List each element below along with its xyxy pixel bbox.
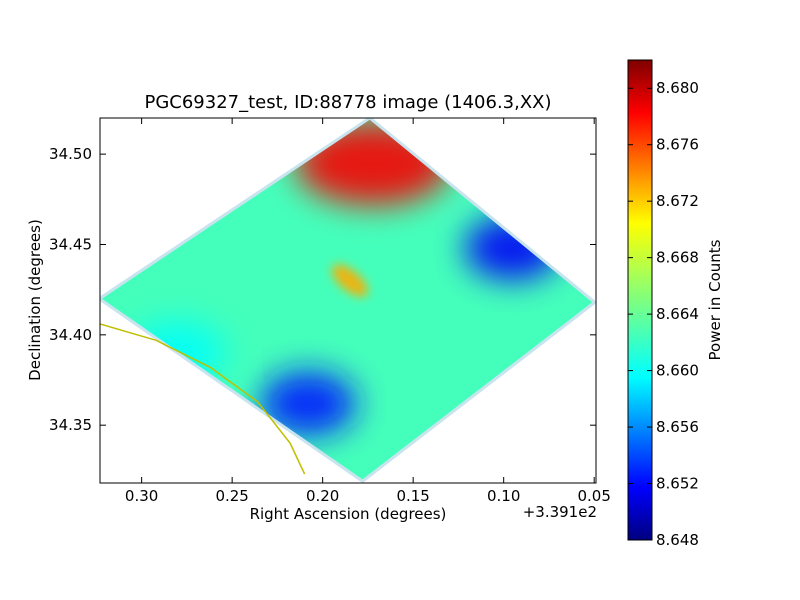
colorbar-label: Power in Counts [706, 239, 724, 360]
heatmap-feature-ridge [331, 264, 368, 297]
colorbar-tick-label: 8.648 [656, 531, 699, 549]
x-axis-label: Right Ascension (degrees) [250, 505, 447, 523]
y-tick-label: 34.35 [49, 416, 92, 434]
y-axis-ticks: 34.35 34.40 34.45 34.50 [49, 145, 596, 434]
heatmap-base [101, 119, 593, 480]
colorbar-tick-label: 8.676 [656, 136, 699, 154]
colorbar-tick-label: 8.672 [656, 192, 699, 210]
colorbar-tick-label: 8.668 [656, 249, 699, 267]
x-tick-label: 0.10 [487, 487, 520, 505]
heatmap-image [100, 118, 596, 483]
colorbar [627, 59, 653, 541]
x-tick-label: 0.25 [215, 487, 248, 505]
overlay-arc [100, 323, 306, 475]
colorbar-ticks: 8.648 8.652 8.656 8.660 8.664 8.668 8.672 8.676… [628, 79, 699, 549]
x-tick-label: 0.30 [125, 487, 158, 505]
chart-title: PGC69327_test, ID:88778 image (1406.3,XX… [144, 92, 551, 113]
plot-frame [99, 117, 597, 484]
heatmap-feature-peak [295, 121, 452, 206]
x-axis-offset-label: +3.391e2 [523, 503, 597, 521]
x-tick-label: 0.20 [306, 487, 339, 505]
x-axis-ticks: 0.30 0.25 0.20 0.15 0.10 0.05 [125, 118, 611, 505]
colorbar-tick-label: 8.656 [656, 418, 699, 436]
heatmap-feature-trough [464, 216, 561, 281]
y-axis-label: Declination (degrees) [26, 219, 44, 381]
x-tick-label: 0.15 [396, 487, 429, 505]
colorbar-tick-label: 8.664 [656, 305, 699, 323]
y-tick-label: 34.45 [49, 235, 92, 253]
y-tick-label: 34.50 [49, 145, 92, 163]
colorbar-tick-label: 8.660 [656, 362, 699, 380]
heatmap-feature-trough [260, 371, 357, 436]
colorbar-tick-label: 8.652 [656, 475, 699, 493]
colorbar-tick-label: 8.680 [656, 79, 699, 97]
x-tick-label: 0.05 [577, 487, 610, 505]
y-tick-label: 34.40 [49, 326, 92, 344]
